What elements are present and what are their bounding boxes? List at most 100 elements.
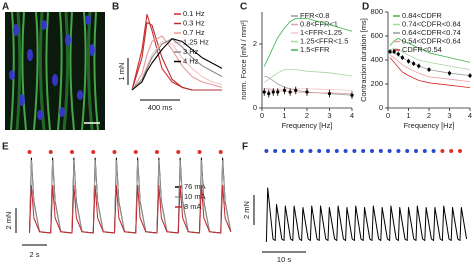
legend-label: FFR<0.8 xyxy=(300,11,329,20)
stimulus-dot xyxy=(218,150,223,154)
panel-label: D xyxy=(362,2,369,13)
mean-point xyxy=(271,90,275,94)
stimulus-dot xyxy=(197,150,202,154)
y-tick-label: 2 xyxy=(253,39,257,48)
trace xyxy=(265,187,468,243)
stimulus-dot xyxy=(48,150,53,154)
legend-label: 8 mA xyxy=(184,202,202,211)
mean-point xyxy=(468,74,472,78)
legend-label: 0.84<CDFR xyxy=(402,11,442,20)
panel-label: B xyxy=(112,2,119,13)
mean-point xyxy=(350,93,354,97)
stimulus-dot xyxy=(264,149,269,153)
y-axis-label: norm. Force [mN / mm²] xyxy=(239,20,248,100)
stimulus-dot xyxy=(326,149,330,153)
trace xyxy=(263,18,353,67)
stimulus-dot xyxy=(91,150,96,154)
y-tick-label: 0 xyxy=(253,103,257,112)
x-tick-label: 1 xyxy=(406,111,410,120)
stimulus-dot xyxy=(458,149,462,153)
trace xyxy=(264,69,353,83)
panel-label: F xyxy=(242,142,248,153)
stimulus-dot xyxy=(27,150,32,154)
legend-label: 1.5<FFR xyxy=(300,45,330,54)
legend-label: 0.64<CDFR<0.74 xyxy=(402,28,461,37)
stimulus-dot xyxy=(361,149,366,153)
x-tick-label: 4 xyxy=(468,111,472,120)
y-tick-label: 800 xyxy=(370,7,383,16)
mean-point xyxy=(392,50,396,54)
stimulus-dot xyxy=(133,150,138,154)
legend-label: 0.54<CDFR<0.64 xyxy=(402,36,461,45)
y-tick-label: 0 xyxy=(379,103,383,112)
x-tick-label: 0 xyxy=(386,111,390,120)
mean-point xyxy=(427,68,431,72)
panel-label: C xyxy=(240,2,247,13)
x-tick-label: 1 xyxy=(282,111,286,120)
trace xyxy=(389,38,471,63)
legend-label: 1.25 Hz xyxy=(183,37,209,46)
mean-point xyxy=(294,88,298,92)
stimulus-dot xyxy=(112,150,117,154)
legend-label: 1.25<FFR<1.5 xyxy=(300,36,348,45)
mean-point xyxy=(412,62,416,66)
stimulus-dot xyxy=(414,149,418,153)
legend-label: 0.3 Hz xyxy=(183,18,205,27)
trace xyxy=(389,47,471,70)
mean-point xyxy=(276,90,280,94)
x-tick-label: 2 xyxy=(427,111,431,120)
mean-point xyxy=(406,59,411,63)
stimulus-dot xyxy=(431,149,436,153)
mean-point xyxy=(396,52,400,56)
panel-label: E xyxy=(2,142,9,153)
stimulus-dot xyxy=(299,149,304,153)
stimulus-dot xyxy=(422,149,427,153)
mean-point xyxy=(447,71,452,75)
trace xyxy=(264,88,353,94)
y-axis-label: Contraction duration [ms] xyxy=(359,18,368,102)
legend-label: 0.1 Hz xyxy=(183,9,205,18)
stimulus-dot xyxy=(273,149,278,153)
legend-label: 0.7 Hz xyxy=(183,28,205,37)
mean-point xyxy=(305,90,309,94)
trace xyxy=(131,40,223,91)
y-tick-label: 400 xyxy=(370,55,383,64)
y-tick-label: 600 xyxy=(370,31,383,40)
scale-bar-label: 1 mN xyxy=(117,63,126,81)
stimulus-dot xyxy=(378,149,383,153)
scale-bar-label: 2 s xyxy=(29,250,39,259)
stimulus-dot xyxy=(317,149,322,153)
legend-label: 76 mA xyxy=(184,182,206,191)
mean-point xyxy=(400,56,404,60)
scale-bar-label: 400 ms xyxy=(148,103,173,112)
stimulus-dot xyxy=(343,149,348,153)
micrograph xyxy=(5,11,105,131)
trace xyxy=(389,54,471,82)
scale-bar-label: 10 s xyxy=(277,255,291,264)
trace xyxy=(131,35,223,91)
stimulus-dot xyxy=(405,149,410,153)
mean-point xyxy=(288,90,292,94)
trace xyxy=(29,185,232,234)
y-tick-label: 200 xyxy=(370,79,383,88)
x-tick-label: 2 xyxy=(305,111,309,120)
legend-label: 0.8<FFR<1 xyxy=(300,19,338,28)
mean-point xyxy=(388,50,392,54)
stimulus-dot xyxy=(334,149,339,153)
stimulus-dot xyxy=(396,149,401,153)
stimulus-dot xyxy=(155,150,159,154)
panel-label: A xyxy=(2,2,9,13)
stimulus-dot xyxy=(387,149,392,153)
trace xyxy=(131,21,222,91)
legend-label: CDFR<0.54 xyxy=(402,45,442,54)
fibers xyxy=(10,11,99,131)
stimulus-dot xyxy=(352,149,357,153)
mean-point xyxy=(327,92,332,96)
scale-bar-label: 2 mN xyxy=(4,212,13,230)
stimulus-dot xyxy=(370,149,374,153)
stimulus-dot xyxy=(308,149,313,153)
mean-point xyxy=(267,92,271,96)
trace xyxy=(131,38,223,91)
